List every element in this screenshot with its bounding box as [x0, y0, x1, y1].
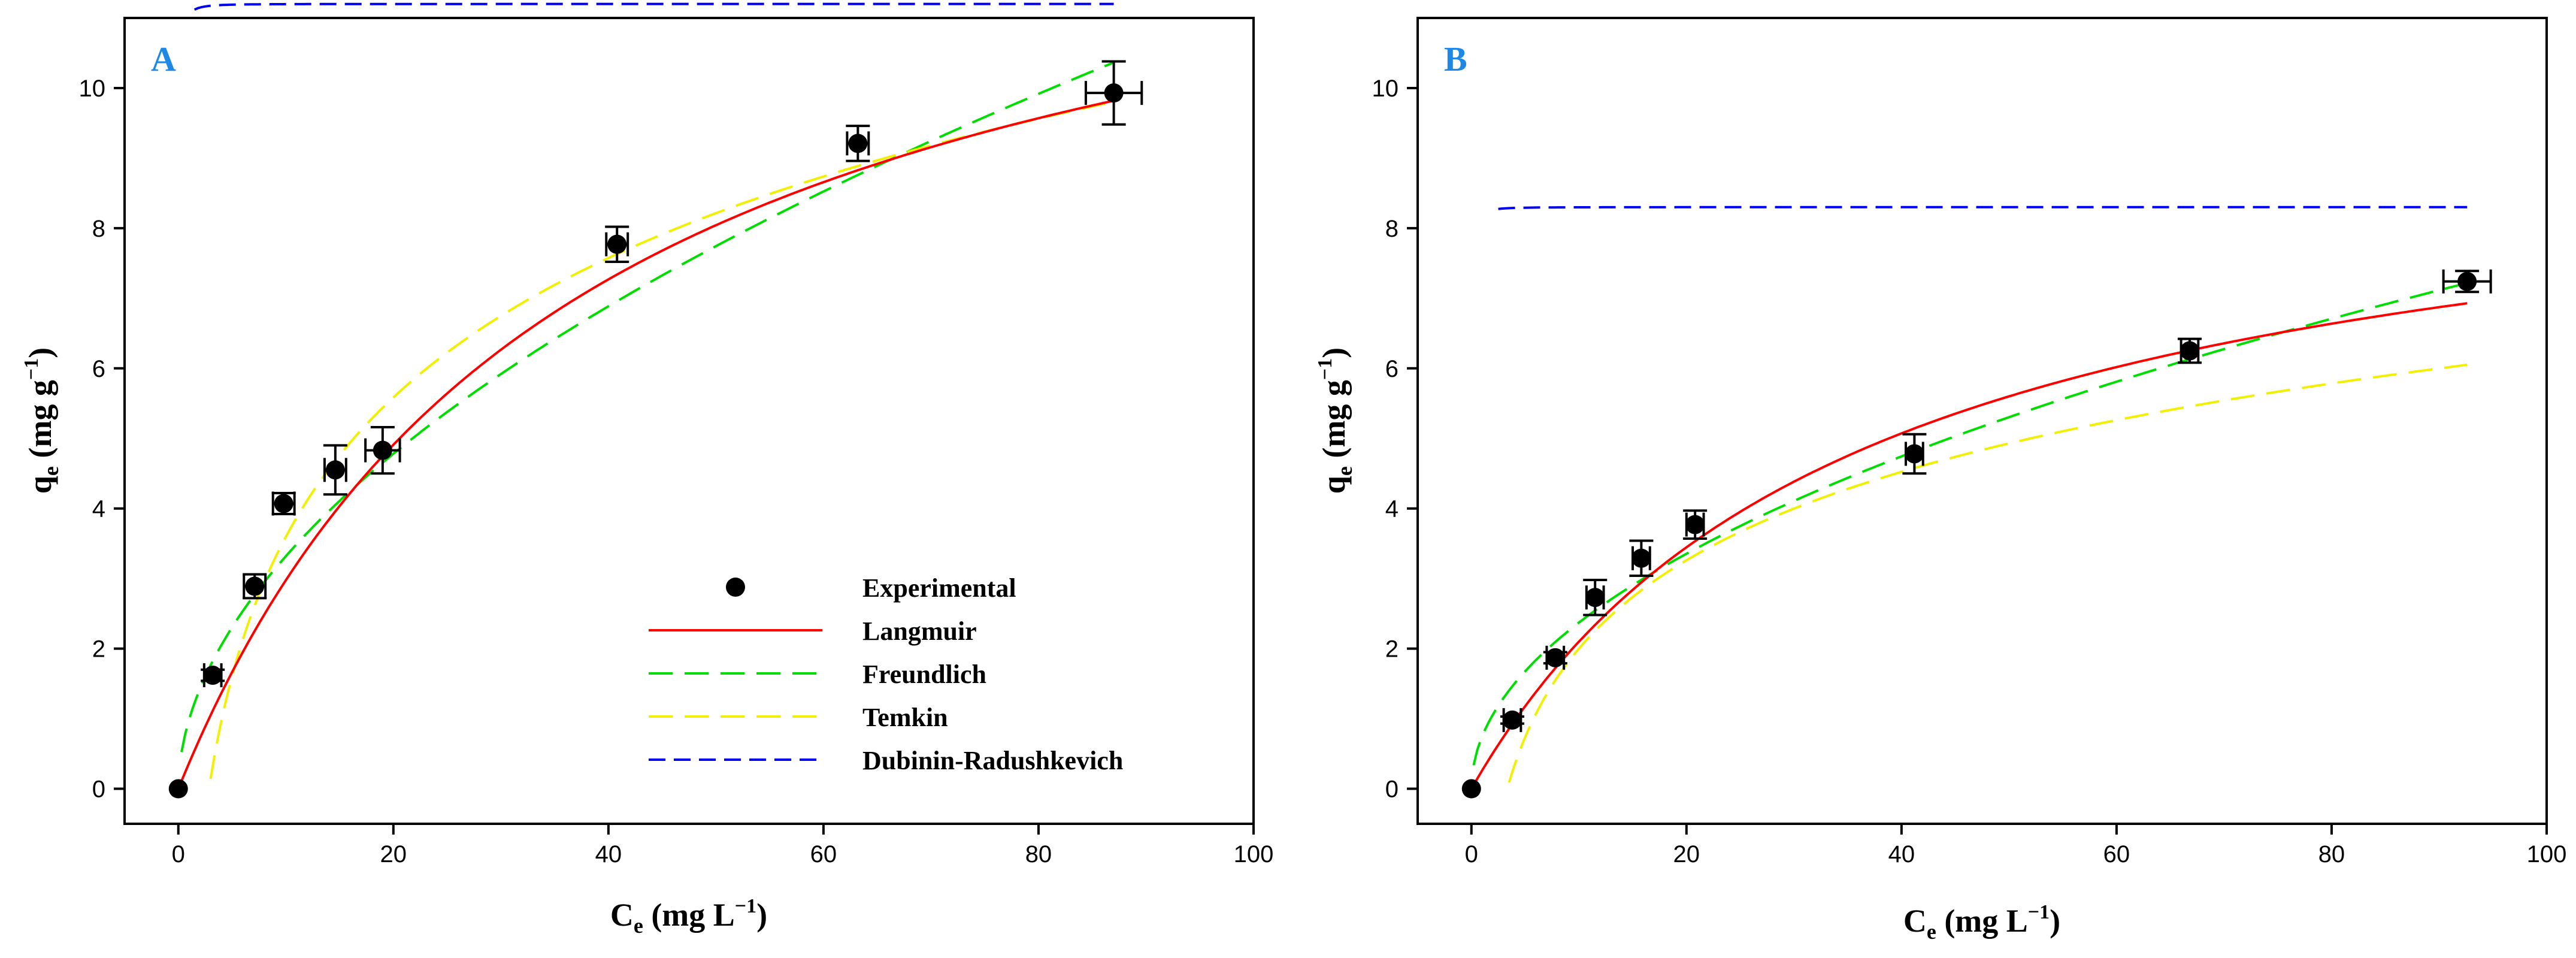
- data-point-experimental: [325, 460, 345, 480]
- data-point-experimental: [1685, 515, 1705, 534]
- legend: Experimental Langmuir Freundlich Temkin …: [649, 573, 1123, 775]
- y-tick-label: 0: [1385, 776, 1399, 803]
- x-tick-label: 60: [810, 841, 837, 868]
- y-tick-label: 4: [92, 496, 105, 522]
- data-point-experimental: [203, 666, 223, 685]
- x-tick-label: 0: [172, 841, 185, 868]
- data-point-experimental: [1545, 648, 1565, 667]
- series-line-freundlich-b: [1472, 282, 2468, 766]
- data-point-experimental: [1461, 779, 1481, 799]
- data-point-experimental: [1104, 83, 1124, 103]
- x-tick-label: 0: [1465, 841, 1478, 868]
- data-point-experimental: [607, 234, 627, 254]
- series-line-dubinin-b: [1498, 205, 2468, 210]
- x-tick-label: 100: [2527, 841, 2567, 868]
- y-tick-label: 10: [1372, 75, 1399, 102]
- data-point-experimental: [1585, 588, 1605, 608]
- y-axis-label-a: qe (mg g−1): [20, 347, 63, 494]
- y-tick-label: 2: [1385, 636, 1399, 663]
- x-tick-label: 40: [1888, 841, 1915, 868]
- data-point-experimental: [245, 576, 265, 596]
- data-point-experimental: [373, 440, 392, 460]
- panel-letter-a: A: [151, 40, 176, 78]
- series-layer-b: [1461, 205, 2492, 799]
- data-point-experimental: [2180, 341, 2199, 361]
- series-line-langmuir-a: [177, 99, 1115, 790]
- y-tick-label: 0: [92, 776, 105, 803]
- axis-ticks-a: 0 20 40 60 80 100 0 2 4 6 8 10: [79, 75, 1274, 868]
- y-tick-label: 10: [79, 75, 106, 102]
- legend-label-experimental: Experimental: [862, 573, 1016, 603]
- panel-a: 0 20 40 60 80 100 0 2 4 6 8 10 A Experimental Langm…: [20, 2, 1274, 938]
- axis-ticks-b: 0 20 40 60 80 100 0 2 4 6 8 10: [1372, 75, 2567, 868]
- y-tick-label: 8: [1385, 216, 1399, 242]
- legend-marker-experimental: [726, 578, 745, 597]
- x-tick-label: 80: [2318, 841, 2345, 868]
- x-tick-label: 40: [595, 841, 622, 868]
- y-tick-label: 6: [92, 356, 105, 382]
- plot-frame-b: [1416, 17, 2548, 825]
- data-point-experimental: [1502, 710, 1522, 730]
- series-line-temkin-b: [1508, 363, 2468, 783]
- legend-label-langmuir: Langmuir: [862, 616, 977, 646]
- x-tick-label: 20: [1673, 841, 1700, 868]
- series-layer-a: [168, 2, 1143, 799]
- series-line-freundlich-a: [180, 61, 1115, 753]
- data-point-experimental: [274, 494, 293, 513]
- data-point-experimental: [168, 779, 188, 799]
- legend-label-temkin: Temkin: [862, 703, 948, 732]
- data-point-experimental: [848, 134, 868, 153]
- y-axis-label-b: qe (mg g−1): [1314, 347, 1357, 494]
- y-tick-label: 6: [1385, 356, 1399, 382]
- x-axis-label-b: Ce (mg L−1): [1903, 901, 2060, 944]
- y-tick-label: 2: [92, 636, 105, 663]
- plot-frame-a: [123, 17, 1255, 825]
- data-point-experimental: [1631, 548, 1651, 568]
- panel-b: 0 20 40 60 80 100 0 2 4 6 8 10 B Ce (mg L−1) qe (mg…: [1314, 17, 2567, 944]
- x-tick-label: 60: [2103, 841, 2130, 868]
- panel-letter-b: B: [1444, 40, 1467, 78]
- legend-label-dubinin: Dubinin-Radushkevich: [862, 746, 1123, 775]
- legend-label-freundlich: Freundlich: [862, 660, 986, 689]
- series-line-langmuir-b: [1470, 302, 2468, 790]
- y-tick-label: 4: [1385, 496, 1399, 522]
- x-tick-label: 100: [1234, 841, 1274, 868]
- y-tick-label: 8: [92, 216, 105, 242]
- series-line-dubinin-a: [193, 2, 1114, 11]
- x-axis-label-a: Ce (mg L−1): [610, 895, 767, 938]
- data-point-experimental: [1905, 444, 1924, 464]
- data-point-experimental: [2457, 271, 2477, 291]
- x-tick-label: 20: [380, 841, 407, 868]
- x-tick-label: 80: [1025, 841, 1052, 868]
